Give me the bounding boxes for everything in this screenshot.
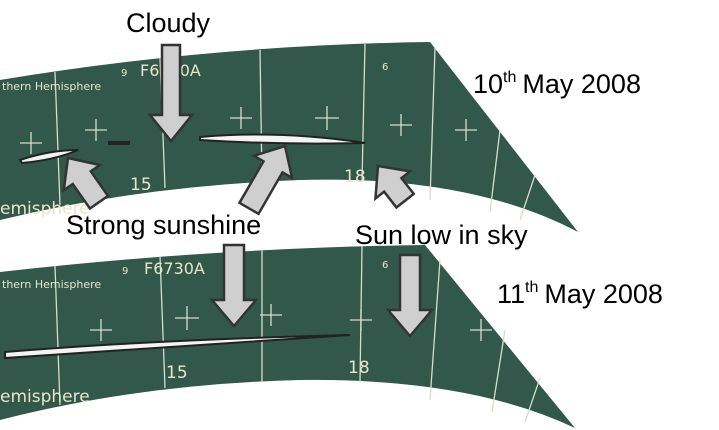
month-year: May 2008 — [544, 279, 663, 309]
burn-trace — [199, 133, 366, 145]
suffix: th — [525, 279, 538, 296]
card-top: thern Hemisphere 9 F6730A 6 15 18 emisph… — [0, 42, 578, 232]
card-text: 15 — [166, 363, 188, 383]
burn-trace — [4, 334, 351, 360]
crosses — [90, 304, 492, 341]
card-text: F6730A — [144, 259, 205, 278]
arrow — [385, 253, 435, 338]
card-text: emisphere — [0, 387, 90, 407]
label: Strong sunshine — [66, 210, 261, 240]
arrow — [237, 144, 294, 216]
label: Sun low in sky — [355, 220, 528, 250]
suffix: th — [503, 69, 516, 86]
card-text: emisphere — [0, 199, 90, 219]
card-text: 15 — [130, 175, 152, 195]
card-text: 18 — [344, 167, 366, 187]
day: 11 — [497, 279, 525, 309]
arrow — [373, 164, 416, 210]
burn-trace — [18, 149, 79, 165]
card-text: thern Hemisphere — [2, 278, 101, 291]
month-year: May 2008 — [522, 69, 641, 99]
arrow — [147, 43, 195, 143]
card-text: 9 — [121, 68, 127, 79]
date-label: 11th May 2008 — [497, 279, 663, 309]
label: Cloudy — [126, 8, 211, 38]
card-text: 6 — [382, 260, 388, 271]
arrow — [62, 156, 110, 211]
card-text: 9 — [122, 266, 128, 277]
card-text: 6 — [382, 62, 388, 73]
arrow — [209, 243, 259, 328]
card-bottom: thern Hemisphere 9 F6730A 6 15 18 emisph… — [0, 245, 575, 428]
card-text: 18 — [348, 358, 370, 378]
arrows — [62, 43, 435, 338]
crosses — [20, 106, 477, 154]
date-label: 10th May 2008 — [473, 69, 641, 99]
card-text: thern Hemisphere — [2, 80, 101, 93]
day: 10 — [473, 69, 503, 99]
